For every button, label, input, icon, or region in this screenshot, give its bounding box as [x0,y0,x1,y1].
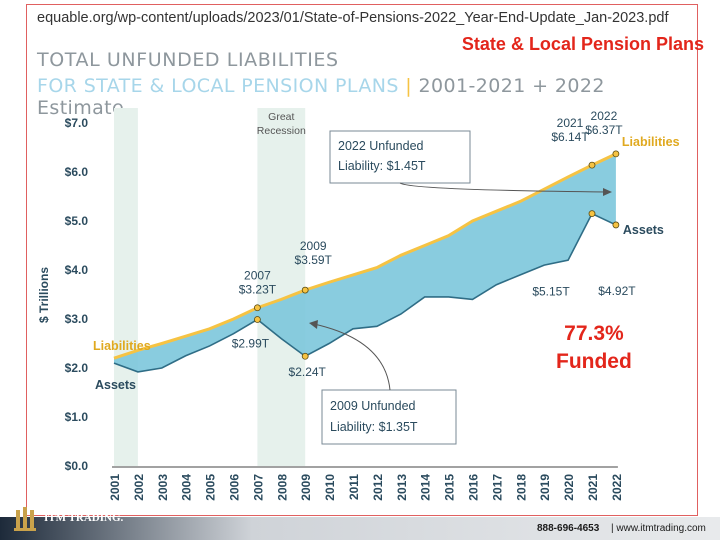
annotation-value: $6.37T [585,123,623,137]
annotation-value: $4.92T [598,284,636,298]
x-tick-label: 2018 [514,474,528,501]
annotation-value: $6.14T [551,130,589,144]
data-point [588,210,596,218]
footer-web: | www.itmtrading.com [611,523,706,534]
shaded-region [257,108,306,466]
funded-note: 77.3% Funded [556,320,632,376]
x-tick-label: 2016 [467,474,481,501]
footer-brand: ITM TRADING. [44,512,124,524]
y-tick-label: $4.0 [65,263,89,277]
region-label: Great [268,111,294,123]
footer-separator: | [611,523,614,534]
x-tick-label: 2020 [562,474,576,501]
y-tick-label: $5.0 [65,214,89,228]
x-tick-label: 2019 [538,474,552,501]
unfunded-area [114,153,616,372]
y-tick-label: $2.0 [65,361,89,375]
annotation-value: $3.59T [295,253,333,267]
data-point [301,352,309,360]
callout-2009-line2: Liability: $1.35T [330,420,418,434]
annotation-year: 2009 [300,239,327,253]
x-tick-label: 2011 [347,474,361,500]
chart-title-separator: | [405,75,413,97]
data-point [612,150,620,158]
annotation-value: $5.15T [532,285,570,299]
y-tick-label: $7.0 [65,116,89,130]
liabilities-line [113,152,617,360]
x-tick-label: 2008 [275,474,289,501]
x-tick-label: 2012 [371,474,385,501]
y-tick-label: $6.0 [65,165,89,179]
annotation-value: $3.23T [239,283,277,297]
callout-2009-arrow [313,323,391,391]
x-tick-label: 2017 [490,474,504,501]
chart-title-line1: TOTAL UNFUNDED LIABILITIES [37,49,339,71]
x-tick-label: 2007 [251,474,265,501]
x-tick-label: 2005 [204,474,218,501]
callout-2009-line1: 2009 Unfunded [330,399,416,413]
annotation-year: 2022 [591,109,618,123]
y-tick-label: $0.0 [65,459,89,473]
data-point [253,304,261,312]
callout-2022-line1: 2022 Unfunded [338,139,424,153]
chart-title-line2-b: 2001-2021 + 2022 Estimate [37,75,605,119]
x-tick-label: 2006 [228,474,242,501]
assets-label-right: Assets [623,223,664,237]
shaded-region [114,108,138,466]
y-tick-label: $1.0 [65,410,89,424]
x-tick-label: 2003 [156,474,170,501]
callout-box-2009 [321,389,457,445]
x-tick-label: 2015 [443,474,457,501]
x-tick-label: 2004 [180,474,194,501]
x-tick-label: 2013 [395,474,409,501]
annotation-value: $2.24T [289,365,327,379]
x-tick-label: 2009 [299,474,313,501]
funded-label: Funded [556,350,632,373]
x-tick-label: 2002 [132,474,146,501]
footer-phone: 888-696-4653 [537,523,600,534]
liabilities-label-left: Liabilities [93,339,151,353]
callout-2009-arrowhead [309,320,318,329]
x-tick-label: 2014 [419,474,433,501]
data-point [253,316,261,323]
slide-title: State & Local Pension Plans [461,34,704,54]
footer-bar [0,517,720,540]
region-label: Recession [257,125,306,137]
y-axis-label: $ Trillions [37,267,51,323]
data-point [301,286,309,294]
x-tick-label: 2010 [323,474,337,501]
chart-title-line2: FOR STATE & LOCAL PENSION PLANS | 2001-2… [37,75,697,119]
x-tick-label: 2021 [586,474,600,501]
callout-2022-line2: Liability: $1.45T [338,159,426,173]
annotation-year: 2007 [244,269,271,283]
footer-website: www.itmtrading.com [616,523,706,534]
callout-2022-arrowhead [603,188,612,196]
data-point [612,221,620,229]
liabilities-label-right: Liabilities [622,135,680,149]
chart-title-line2-a: FOR STATE & LOCAL PENSION PLANS [37,75,399,97]
assets-line [113,212,617,373]
annotation-value: $2.99T [232,336,270,350]
x-tick-label: 2001 [108,474,122,501]
itm-logo-icon [14,507,36,531]
annotation-year: 2021 [557,116,584,130]
source-url: equable.org/wp-content/uploads/2023/01/S… [37,10,669,26]
funded-pct: 77.3% [564,322,624,345]
callout-box-2022 [329,130,471,184]
data-point [588,161,596,169]
y-tick-label: $3.0 [65,312,89,326]
assets-label-left: Assets [95,378,136,392]
callout-2022-arrow [399,182,609,193]
x-tick-label: 2022 [610,474,624,501]
